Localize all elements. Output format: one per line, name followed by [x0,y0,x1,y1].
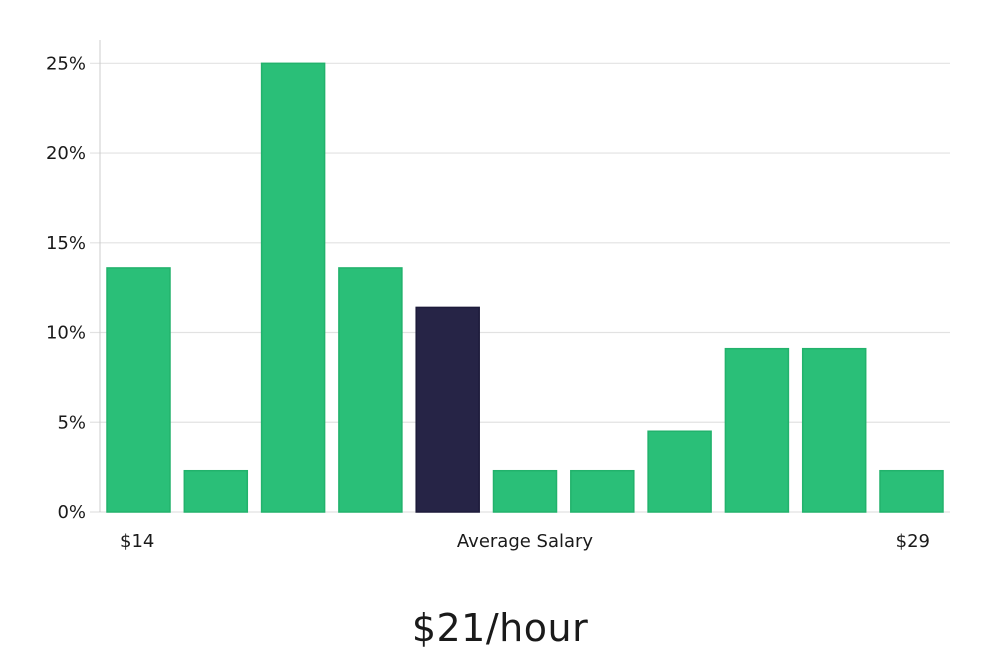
y-tick-labels: 0% 5% 10% 15% 20% 25% [46,53,86,523]
bar [801,347,867,513]
bar [260,62,326,513]
bar [647,430,712,513]
y-tick-label: 25% [46,53,86,74]
x-label-average: Average Salary [457,531,594,552]
x-label-max: $29 [896,531,930,552]
y-tick-label: 0% [57,502,86,523]
bar [570,469,635,513]
bar [338,267,403,513]
y-tick-label: 10% [46,323,86,344]
bar [106,267,171,513]
x-label-min: $14 [120,531,154,552]
y-tick-label: 5% [57,412,86,433]
y-tick-label: 20% [46,143,86,164]
y-tick-label: 15% [46,233,86,254]
bar [879,469,944,513]
bar [492,469,558,513]
average-salary-value: $21/hour [411,606,589,650]
bar-average-salary [415,306,480,513]
bar [724,347,790,513]
bars [106,62,944,513]
bar [183,469,249,513]
